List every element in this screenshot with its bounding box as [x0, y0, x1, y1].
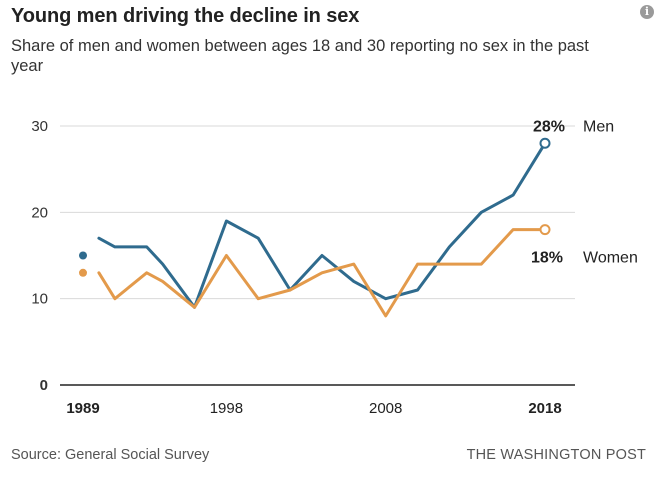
series-lines	[97, 141, 547, 318]
y-tick-label-20: 20	[31, 204, 48, 221]
info-icon[interactable]: i	[640, 5, 654, 19]
x-tick-label-2018: 2018	[528, 400, 561, 417]
women-series-line	[97, 228, 547, 318]
series-endpoints	[79, 137, 551, 277]
men-end-point	[539, 137, 551, 149]
x-tick-label-2008: 2008	[369, 400, 402, 417]
chart-title: Young men driving the decline in sex	[11, 5, 360, 27]
men-series-label: Men	[583, 118, 614, 135]
chart-subtitle: Share of men and women between ages 18 a…	[11, 37, 589, 75]
men-series-line	[97, 141, 547, 309]
publisher-credit: THE WASHINGTON POST	[466, 447, 646, 463]
y-tick-label-10: 10	[31, 291, 48, 308]
men-value-label: 28%	[533, 118, 565, 135]
y-tick-label-0: 0	[40, 377, 48, 394]
gridlines	[60, 125, 575, 386]
x-tick-label-1998: 1998	[210, 400, 243, 417]
y-tick-label-30: 30	[31, 118, 48, 135]
x-axis-ticks: 1989 1998 2008 2018	[66, 400, 561, 417]
women-end-point	[539, 224, 551, 236]
men-start-point	[79, 251, 87, 260]
series-labels: 28% Men 18% Women	[531, 118, 638, 266]
source-note: Source: General Social Survey	[11, 447, 210, 463]
women-series-label: Women	[583, 250, 638, 267]
women-value-label: 18%	[531, 250, 563, 267]
y-axis-ticks: 0 10 20 30	[31, 118, 48, 394]
women-start-point	[79, 268, 87, 277]
x-tick-label-1989: 1989	[66, 400, 99, 417]
